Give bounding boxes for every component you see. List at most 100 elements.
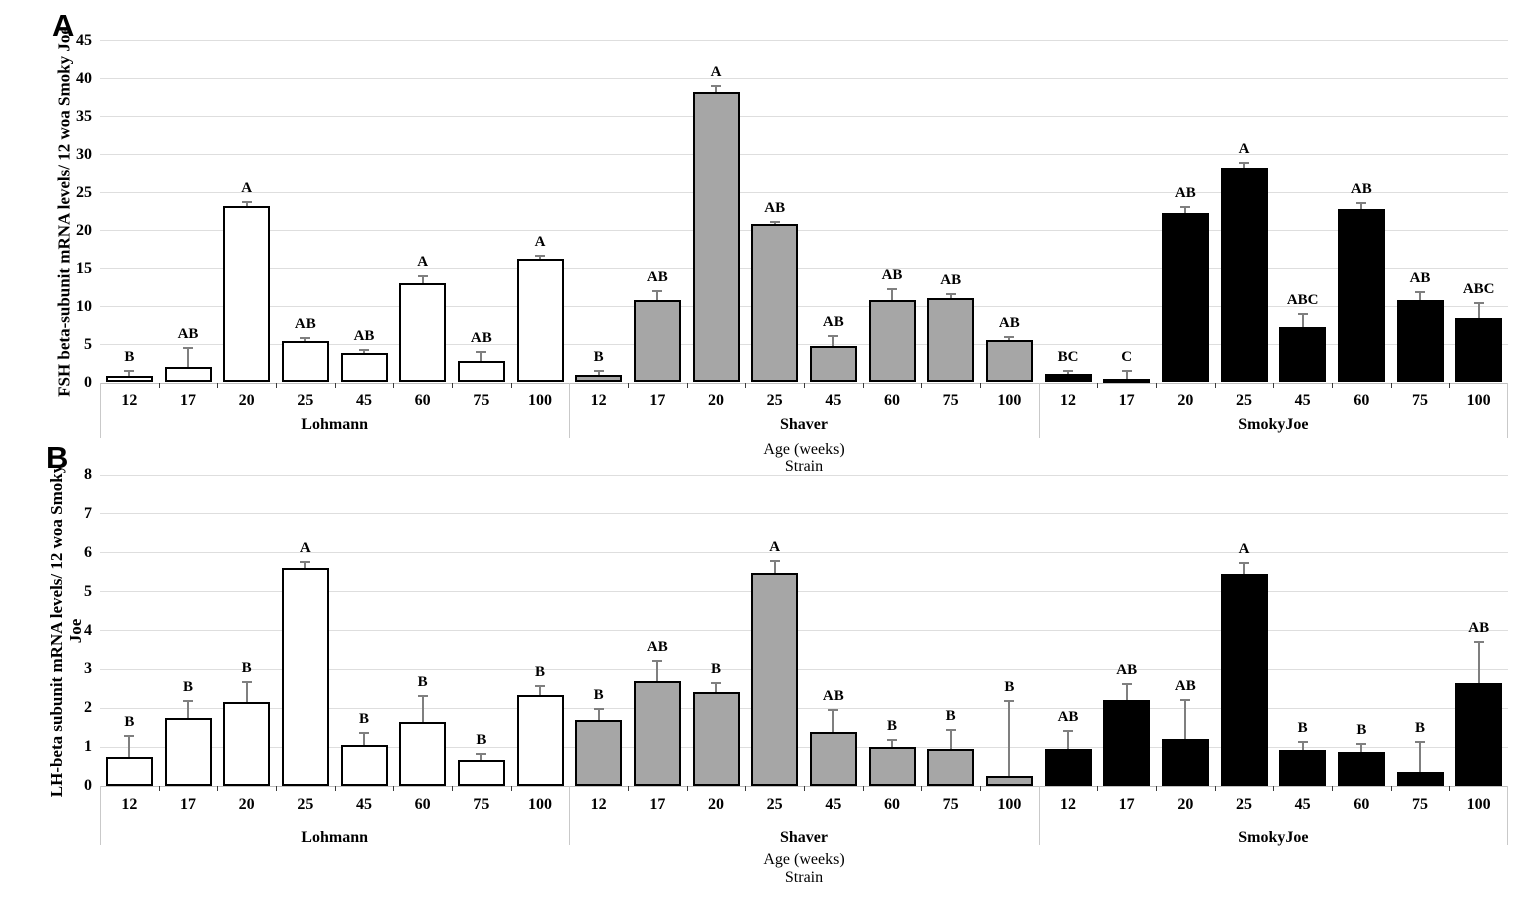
bar xyxy=(692,92,740,383)
gridline xyxy=(100,306,1508,307)
category-label: 12 xyxy=(590,392,607,409)
ytick-label: 40 xyxy=(76,69,92,87)
error-bar-cap xyxy=(711,682,721,685)
error-bar xyxy=(1125,682,1128,701)
group-label: Lohmann xyxy=(301,416,369,433)
error-bar-cap xyxy=(652,289,663,292)
ytick-label: 0 xyxy=(84,777,92,794)
gridline xyxy=(100,344,1508,345)
category-tick xyxy=(686,382,688,388)
error-bar xyxy=(1243,162,1245,169)
category-tick xyxy=(393,786,395,791)
error-bar-cap xyxy=(241,200,252,203)
sig-letter: B xyxy=(124,714,135,731)
ytick-label: 35 xyxy=(76,107,92,125)
sig-letter: B xyxy=(886,718,898,735)
ytick-label: 15 xyxy=(76,259,92,277)
category-tick xyxy=(158,382,160,388)
error-bar-cap xyxy=(711,85,721,88)
category-label: 12 xyxy=(121,392,138,409)
sig-letter: AB xyxy=(1057,708,1079,725)
group-separator xyxy=(569,786,571,845)
group-label: Shaver xyxy=(780,829,828,846)
sig-letter: AB xyxy=(353,328,375,345)
category-label: 45 xyxy=(356,392,372,409)
category-label: 100 xyxy=(997,796,1022,813)
category-label: 17 xyxy=(1118,796,1135,813)
error-bar-cap xyxy=(769,560,780,563)
error-bar-cap xyxy=(1004,700,1015,703)
sig-letter: AB xyxy=(822,688,844,705)
sig-letter: AB xyxy=(177,325,199,342)
category-tick xyxy=(334,382,336,388)
panel-b-letter: B xyxy=(46,440,69,475)
ytick-label: 3 xyxy=(84,660,92,678)
error-bar xyxy=(891,739,893,748)
category-tick xyxy=(862,786,864,791)
category-tick xyxy=(980,786,981,791)
bar xyxy=(809,346,857,383)
category-label: 60 xyxy=(414,796,431,813)
error-bar xyxy=(1243,562,1245,575)
category-label: 12 xyxy=(121,796,138,813)
error-bar-cap xyxy=(1415,741,1425,744)
error-bar xyxy=(245,681,248,703)
category-label: 45 xyxy=(356,796,372,813)
x-axis-title-strain: Strain xyxy=(784,869,824,886)
gridline xyxy=(100,552,1508,554)
sig-letter: B xyxy=(593,687,604,704)
sig-letter: AB xyxy=(646,638,668,655)
bar xyxy=(1279,327,1327,383)
category-label: 17 xyxy=(1118,392,1135,409)
ytick-label: 20 xyxy=(76,221,92,239)
error-bar xyxy=(363,732,365,746)
ytick-label: 4 xyxy=(84,621,92,639)
category-label: 75 xyxy=(1412,796,1428,813)
error-bar-cap xyxy=(945,292,956,295)
category-tick xyxy=(1214,786,1216,791)
error-bar-cap xyxy=(1180,206,1191,209)
error-bar-cap xyxy=(828,334,839,337)
category-tick xyxy=(745,786,747,791)
bar xyxy=(868,747,916,786)
error-bar xyxy=(832,709,835,732)
sig-letter: B xyxy=(182,679,194,696)
bar xyxy=(751,572,799,786)
bar xyxy=(985,776,1033,786)
error-bar xyxy=(187,346,189,367)
category-tick xyxy=(276,382,277,388)
x-axis-title-age: Age (weeks) xyxy=(763,851,845,868)
error-bar-cap xyxy=(1415,290,1425,293)
error-bar-cap xyxy=(1180,698,1191,701)
ytick-label: 45 xyxy=(76,31,92,49)
bar xyxy=(281,568,329,786)
error-bar-cap xyxy=(183,346,193,349)
bar xyxy=(1396,772,1444,786)
gridline xyxy=(100,707,1508,709)
panel-a-letter: A xyxy=(52,8,75,43)
category-tick xyxy=(1097,382,1099,388)
error-bar xyxy=(1360,742,1363,753)
error-bar-cap xyxy=(1063,369,1073,372)
gridline xyxy=(100,268,1508,269)
category-label: 100 xyxy=(1466,796,1491,813)
group-separator xyxy=(100,382,101,438)
error-bar xyxy=(1477,301,1480,318)
error-bar-cap xyxy=(1356,742,1367,745)
bar xyxy=(457,759,505,786)
x-axis-title-age: Age (weeks) xyxy=(763,441,845,458)
category-label: 75 xyxy=(473,796,490,813)
category-label: 60 xyxy=(1353,392,1370,409)
bar xyxy=(1279,749,1327,786)
error-bar xyxy=(187,700,189,718)
error-bar xyxy=(1301,312,1304,328)
error-bar-cap xyxy=(945,728,956,731)
error-bar xyxy=(245,200,248,207)
category-tick xyxy=(921,382,923,388)
group-separator xyxy=(1038,786,1040,845)
category-tick xyxy=(452,382,453,388)
error-bar xyxy=(1067,369,1069,375)
sig-letter: A xyxy=(241,179,253,196)
category-tick xyxy=(921,786,923,791)
category-label: 17 xyxy=(649,392,666,409)
